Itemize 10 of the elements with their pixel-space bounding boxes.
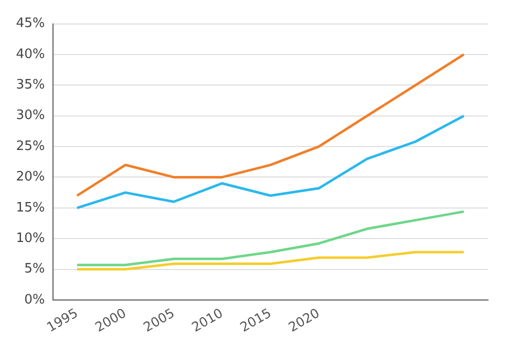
y-tick-label: 10%: [16, 230, 45, 246]
y-tick-label: 15%: [16, 200, 45, 216]
y-tick-label: 40%: [16, 46, 45, 62]
y-tick-label: 30%: [16, 108, 45, 124]
y-tick-label: 0%: [24, 292, 45, 308]
y-tick-label: 35%: [16, 78, 45, 93]
y-tick-label: 45%: [16, 16, 45, 32]
y-tick-label: 25%: [16, 138, 45, 154]
y-tick-label: 5%: [24, 262, 45, 277]
y-tick-label: 20%: [16, 170, 45, 185]
